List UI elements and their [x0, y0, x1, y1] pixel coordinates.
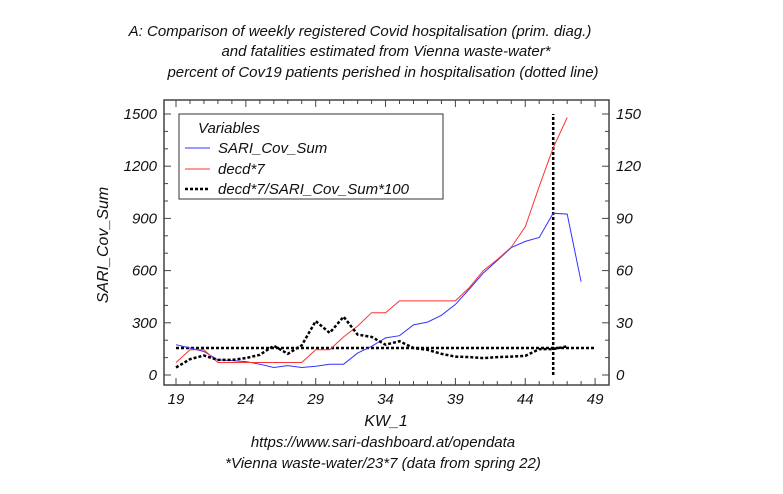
chart-title-line-2: and fatalities estimated from Vienna was… — [221, 43, 551, 60]
legend-label-decd: decd*7 — [218, 161, 265, 178]
x-tick-label: 29 — [306, 391, 324, 408]
x-tick-label: 19 — [168, 391, 185, 408]
y2-tick-label: 30 — [616, 315, 633, 332]
y-axis-label: SARI_Cov_Sum — [95, 187, 112, 304]
plot-frame — [163, 99, 610, 386]
y2-tick-label: 60 — [616, 263, 633, 280]
x-tick-label: 24 — [237, 391, 255, 408]
series-line-decd — [175, 117, 568, 363]
footnote-url: https://www.sari-dashboard.at/opendata — [251, 434, 515, 451]
y2-tick-label: 90 — [616, 210, 633, 227]
legend-label-ratio: decd*7/SARI_Cov_Sum*100 — [218, 181, 410, 198]
y2-tick-label: 150 — [616, 106, 642, 123]
y-tick-label: 0 — [149, 367, 158, 384]
y-tick-label: 600 — [132, 263, 158, 280]
y-tick-label: 300 — [132, 315, 158, 332]
y2-tick-label: 120 — [616, 158, 642, 175]
chart-title-line-3: percent of Cov19 patients perished in ho… — [166, 64, 598, 81]
y2-tick-label: 0 — [616, 367, 625, 384]
x-axis-label: KW_1 — [364, 413, 408, 430]
legend-label-sari: SARI_Cov_Sum — [218, 140, 327, 157]
series-line-sari — [175, 212, 582, 369]
series-line-ratio — [175, 314, 568, 369]
x-tick-label: 49 — [587, 391, 604, 408]
x-tick-label: 39 — [447, 391, 464, 408]
legend-title: Variables — [198, 120, 260, 137]
y-tick-label: 1200 — [124, 158, 158, 175]
x-tick-label: 44 — [517, 391, 534, 408]
y-tick-label: 900 — [132, 210, 158, 227]
y-tick-label: 1500 — [124, 106, 158, 123]
x-tick-label: 34 — [377, 391, 394, 408]
legend-box — [178, 113, 444, 200]
chart-title-line-1: A: Comparison of weekly registered Covid… — [128, 23, 592, 40]
footnote-wastewater: *Vienna waste-water/23*7 (data from spri… — [225, 455, 541, 472]
legend: Variables SARI_Cov_Sum decd*7 decd*7/SAR… — [178, 113, 444, 200]
